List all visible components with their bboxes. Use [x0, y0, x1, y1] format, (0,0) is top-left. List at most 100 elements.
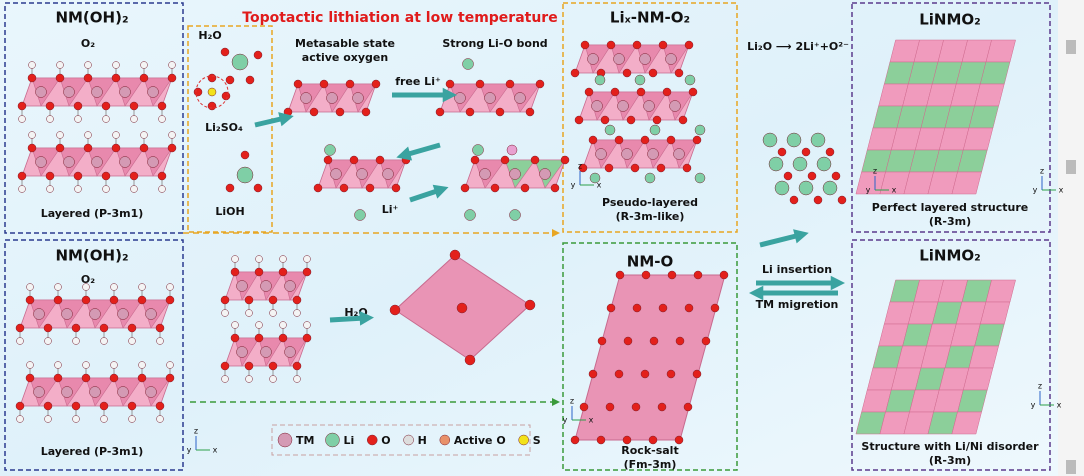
atom [61, 386, 73, 398]
atom [139, 73, 149, 83]
phase-label: (Fm-3m) [624, 458, 677, 471]
atom [631, 402, 641, 412]
transition: TM migretion [756, 298, 839, 311]
formula: NM(OH)₂ [55, 247, 128, 265]
atom [666, 135, 676, 145]
atom [129, 171, 139, 181]
atom [260, 346, 272, 358]
atom [245, 375, 253, 383]
atom [74, 115, 82, 123]
atom [613, 53, 625, 65]
atom [33, 386, 45, 398]
atom [99, 323, 109, 333]
atom [109, 373, 119, 383]
atom [231, 321, 239, 329]
note: Strong Li-O bond [442, 37, 547, 50]
atom [71, 323, 81, 333]
arrow-head [749, 285, 764, 301]
atom [130, 115, 138, 123]
atom [606, 303, 616, 313]
atom [109, 295, 119, 305]
atom [365, 183, 375, 193]
atom [128, 337, 136, 345]
atom [694, 172, 706, 184]
atom [27, 143, 37, 153]
atom [669, 100, 681, 112]
atom [594, 74, 606, 86]
atom [323, 155, 333, 165]
legend-label: S [533, 434, 541, 447]
atom [667, 270, 677, 280]
atom [110, 361, 118, 369]
atom [81, 295, 91, 305]
atom [278, 267, 288, 277]
atom [25, 373, 35, 383]
atom [26, 361, 34, 369]
axis-label: y [563, 416, 568, 425]
arrow-head [793, 229, 809, 244]
atom [324, 144, 336, 156]
arrow-head [552, 229, 560, 237]
axis-label: x [589, 416, 594, 425]
atom [762, 132, 778, 148]
arrow-head [442, 87, 457, 103]
atom [231, 53, 249, 71]
axis-label: x [1057, 401, 1062, 410]
atom [366, 434, 378, 446]
axis-label: z [194, 427, 198, 436]
flow-arrows [183, 232, 552, 403]
atom [207, 101, 217, 111]
transition: Li insertion [762, 263, 832, 276]
atom [614, 135, 624, 145]
atom [165, 373, 175, 383]
atom [617, 100, 629, 112]
atom [539, 168, 551, 180]
atom [574, 115, 584, 125]
atom [127, 323, 137, 333]
atom [389, 304, 401, 316]
atom [719, 270, 729, 280]
atom [158, 115, 166, 123]
atom [155, 401, 165, 411]
atom [158, 185, 166, 193]
atom [657, 402, 667, 412]
axis-label: y [1033, 186, 1038, 195]
atom [464, 354, 476, 366]
atom [640, 369, 650, 379]
atom [610, 87, 620, 97]
atom [278, 333, 288, 343]
atom [589, 172, 601, 184]
atom [648, 435, 658, 445]
atom [83, 73, 93, 83]
phase-label: (R-3m) [929, 215, 971, 228]
legend-label: TM [296, 434, 314, 447]
atom [303, 255, 311, 263]
atom [309, 107, 319, 117]
atom [621, 148, 633, 160]
atom [119, 86, 131, 98]
atom [445, 79, 455, 89]
atom [91, 86, 103, 98]
arrow-head [830, 275, 845, 291]
atom [783, 171, 793, 181]
atom [220, 295, 230, 305]
atom [335, 107, 345, 117]
atom [168, 61, 176, 69]
atom [319, 79, 329, 89]
atom [53, 373, 63, 383]
atom [117, 308, 129, 320]
atom [26, 283, 34, 291]
note: Li⁺ [382, 203, 399, 216]
atom [16, 337, 24, 345]
phase-label: Layered (P-3m1) [41, 207, 144, 220]
atom [464, 209, 476, 221]
atom [56, 61, 64, 69]
arrow-head [359, 311, 374, 326]
atom [138, 283, 146, 291]
atom [798, 180, 814, 196]
atom [810, 132, 826, 148]
atom [35, 86, 47, 98]
note: Metasable state [295, 37, 395, 50]
atom [371, 79, 381, 89]
